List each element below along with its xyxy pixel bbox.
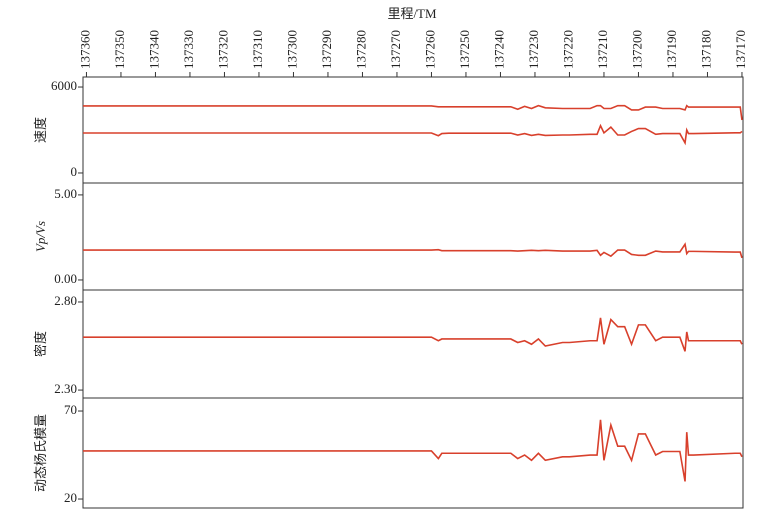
panel-frame — [82, 182, 744, 291]
panel-frame — [82, 397, 744, 509]
data-line — [83, 419, 743, 482]
y-tick-label: 2.80 — [54, 293, 77, 308]
x-tick-label: 137340 — [146, 30, 161, 69]
x-tick-label: 137170 — [733, 30, 748, 69]
x-tick-label: 137270 — [388, 30, 403, 69]
y-axis-title: Vp/Vs — [33, 221, 48, 252]
x-tick-label: 137220 — [560, 30, 575, 69]
data-line — [83, 104, 743, 121]
y-tick-label: 0 — [71, 164, 78, 179]
x-tick-label: 137260 — [422, 30, 437, 69]
y-tick-label: 20 — [64, 490, 77, 505]
x-tick-label: 137240 — [491, 30, 506, 69]
x-tick-label: 137330 — [181, 30, 196, 69]
x-tick-label: 137280 — [353, 30, 368, 69]
x-tick-label: 137320 — [215, 30, 230, 69]
y-axis-title: 密度 — [33, 331, 48, 357]
x-tick-label: 137200 — [629, 30, 644, 69]
x-tick-label: 137230 — [526, 30, 541, 69]
x-tick-label: 137350 — [112, 30, 127, 69]
x-tick-label: 137210 — [595, 30, 610, 69]
x-tick-label: 137310 — [250, 30, 265, 69]
x-tick-label: 137360 — [77, 30, 92, 69]
data-line — [83, 242, 743, 259]
y-tick-label: 6000 — [51, 78, 77, 93]
data-line — [83, 123, 743, 146]
y-tick-label: 0.00 — [54, 271, 77, 286]
y-axis-title: 速度 — [33, 117, 48, 143]
x-axis-title: 里程/TM — [387, 6, 437, 21]
y-tick-label: 5.00 — [54, 186, 77, 201]
x-tick-label: 137300 — [284, 30, 299, 69]
x-tick-label: 137180 — [698, 30, 713, 69]
panel-frame — [82, 289, 744, 399]
y-tick-label: 2.30 — [54, 381, 77, 396]
data-line — [83, 317, 743, 352]
y-axis-title: 动态杨氏模量 — [33, 414, 48, 492]
x-tick-label: 137190 — [664, 30, 679, 69]
x-tick-label: 137290 — [319, 30, 334, 69]
panel-frame — [82, 76, 744, 184]
y-tick-label: 70 — [64, 402, 77, 417]
x-tick-label: 137250 — [457, 30, 472, 69]
